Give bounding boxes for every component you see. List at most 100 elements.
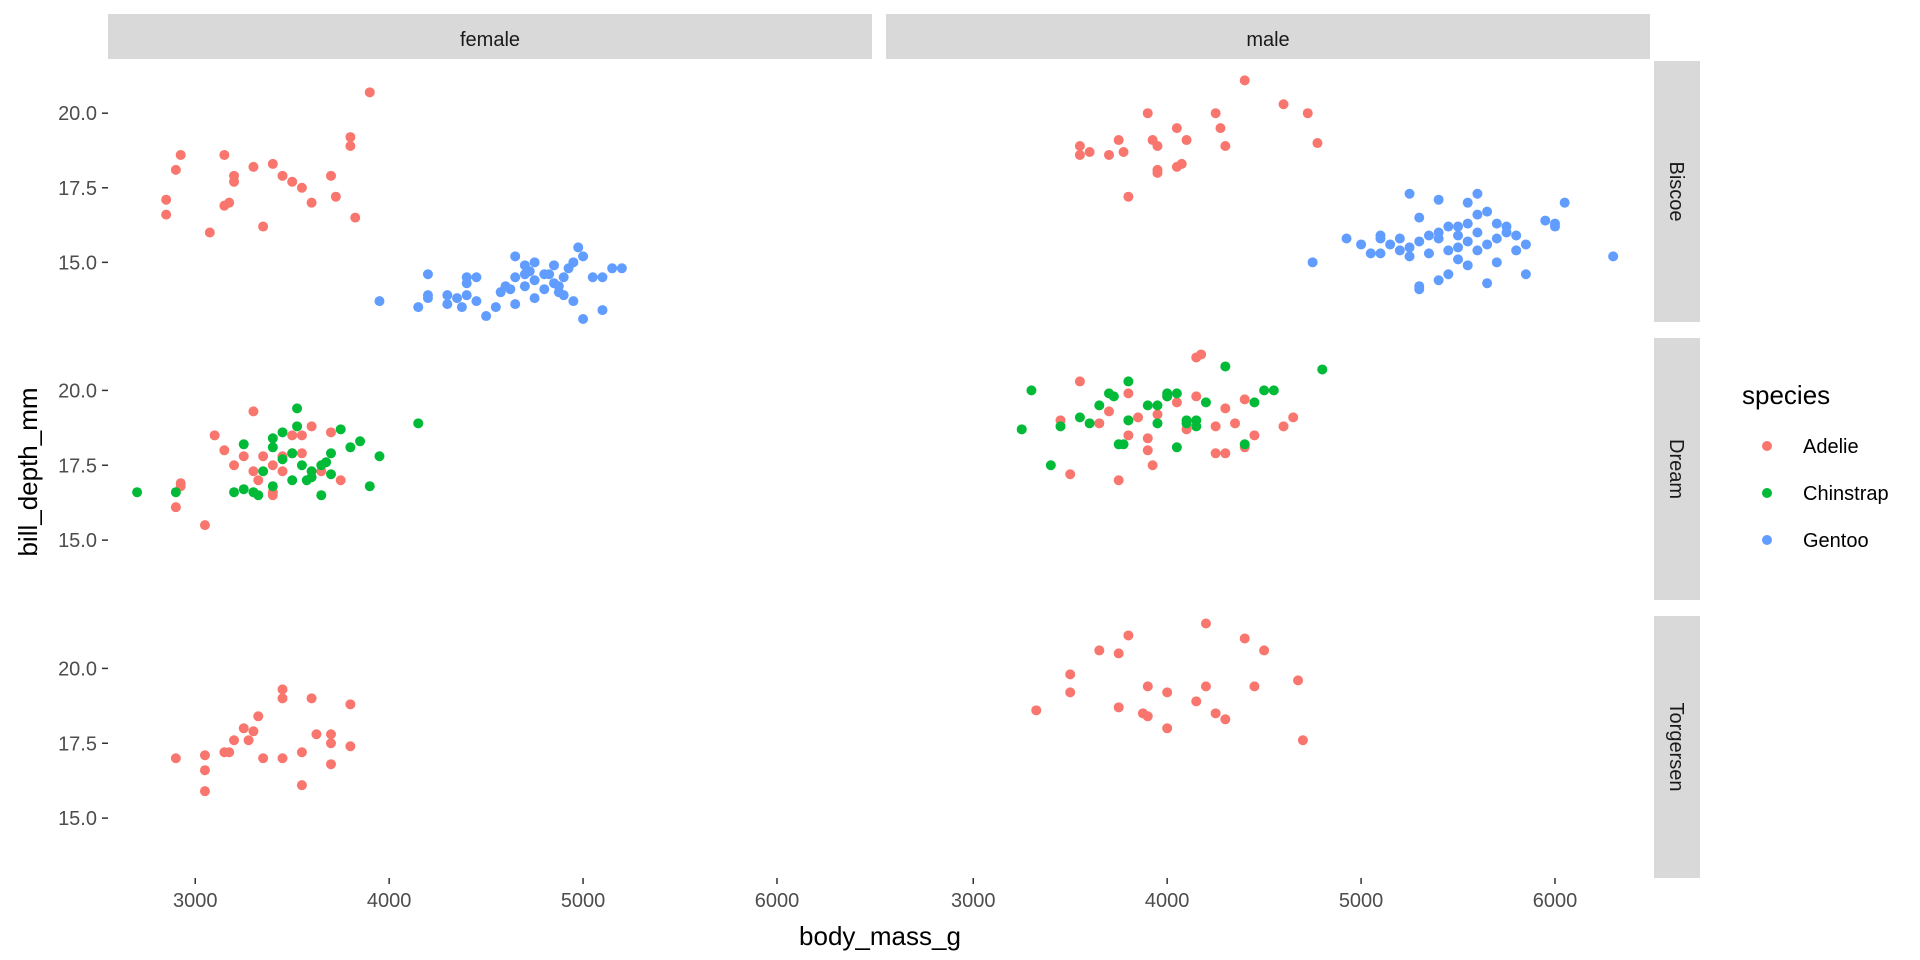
point-adelie bbox=[345, 699, 356, 710]
point-gentoo bbox=[1404, 242, 1415, 253]
point-adelie bbox=[219, 445, 230, 456]
point-chinstrap bbox=[229, 487, 240, 498]
x-tick-label: 3000 bbox=[173, 890, 218, 912]
point-adelie bbox=[1113, 475, 1124, 486]
x-tick-label: 6000 bbox=[1533, 890, 1578, 912]
point-chinstrap bbox=[1239, 439, 1250, 450]
point-gentoo bbox=[1482, 278, 1493, 289]
point-gentoo bbox=[587, 272, 598, 283]
point-adelie bbox=[248, 726, 259, 737]
point-adelie bbox=[1123, 388, 1134, 399]
point-adelie bbox=[296, 182, 307, 193]
point-gentoo bbox=[1462, 197, 1473, 208]
point-adelie bbox=[1312, 138, 1323, 149]
point-adelie bbox=[1239, 633, 1250, 644]
x-tick-label: 6000 bbox=[755, 890, 800, 912]
x-axis-title: body_mass_g bbox=[799, 921, 961, 951]
col-strip-label-female: female bbox=[460, 29, 520, 51]
point-chinstrap bbox=[1084, 418, 1095, 429]
point-adelie bbox=[170, 753, 181, 764]
point-chinstrap bbox=[1171, 388, 1182, 399]
point-gentoo bbox=[568, 296, 579, 307]
point-adelie bbox=[1171, 123, 1182, 134]
point-adelie bbox=[209, 430, 220, 441]
panel-female-biscoe bbox=[108, 61, 872, 322]
point-adelie bbox=[1196, 349, 1207, 360]
point-chinstrap bbox=[267, 433, 278, 444]
point-adelie bbox=[1118, 146, 1129, 157]
data-points bbox=[132, 75, 1619, 797]
point-chinstrap bbox=[1181, 418, 1192, 429]
point-gentoo bbox=[471, 296, 482, 307]
point-adelie bbox=[204, 227, 215, 238]
point-gentoo bbox=[510, 299, 521, 310]
point-gentoo bbox=[1414, 236, 1425, 247]
point-adelie bbox=[1074, 141, 1085, 152]
point-adelie bbox=[1065, 669, 1076, 680]
point-adelie bbox=[248, 466, 259, 477]
point-gentoo bbox=[1608, 251, 1619, 262]
point-gentoo bbox=[1482, 239, 1493, 250]
point-gentoo bbox=[442, 299, 453, 310]
point-adelie bbox=[161, 194, 172, 205]
point-adelie bbox=[1147, 460, 1158, 471]
point-gentoo bbox=[1394, 245, 1405, 256]
legend-key-adelie bbox=[1762, 441, 1772, 451]
point-chinstrap bbox=[277, 454, 288, 465]
point-chinstrap bbox=[1249, 397, 1260, 408]
point-chinstrap bbox=[413, 418, 424, 429]
point-gentoo bbox=[1462, 260, 1473, 271]
point-adelie bbox=[1210, 448, 1221, 459]
point-gentoo bbox=[1307, 257, 1318, 268]
point-gentoo bbox=[573, 242, 584, 253]
point-adelie bbox=[248, 161, 259, 172]
y-tick-label: 15.0 bbox=[58, 252, 97, 274]
point-gentoo bbox=[529, 293, 540, 304]
point-adelie bbox=[1293, 675, 1304, 686]
point-gentoo bbox=[548, 260, 559, 271]
col-strip-female bbox=[108, 14, 872, 59]
point-gentoo bbox=[1423, 230, 1434, 241]
point-chinstrap bbox=[1123, 415, 1134, 426]
y-tick-label: 17.5 bbox=[58, 178, 97, 200]
point-adelie bbox=[306, 693, 317, 704]
point-gentoo bbox=[510, 272, 521, 283]
point-adelie bbox=[1142, 433, 1153, 444]
point-adelie bbox=[296, 448, 307, 459]
point-adelie bbox=[1215, 123, 1226, 134]
point-gentoo bbox=[524, 266, 535, 277]
point-adelie bbox=[350, 212, 361, 223]
point-chinstrap bbox=[1152, 400, 1163, 411]
point-adelie bbox=[243, 735, 254, 746]
point-adelie bbox=[1065, 469, 1076, 480]
y-tick-label: 20.0 bbox=[58, 380, 97, 402]
x-tick-label: 3000 bbox=[951, 890, 996, 912]
point-adelie bbox=[1191, 391, 1202, 402]
point-chinstrap bbox=[1026, 385, 1037, 396]
point-adelie bbox=[224, 747, 235, 758]
point-gentoo bbox=[607, 263, 618, 274]
point-chinstrap bbox=[335, 424, 346, 435]
point-adelie bbox=[1288, 412, 1299, 423]
point-gentoo bbox=[481, 311, 492, 322]
point-chinstrap bbox=[1123, 376, 1134, 387]
point-adelie bbox=[1220, 448, 1231, 459]
point-gentoo bbox=[578, 314, 589, 325]
point-gentoo bbox=[616, 263, 627, 274]
point-gentoo bbox=[1433, 194, 1444, 205]
y-tick-label: 15.0 bbox=[58, 530, 97, 552]
point-chinstrap bbox=[355, 436, 366, 447]
point-gentoo bbox=[1462, 236, 1473, 247]
point-gentoo bbox=[490, 302, 501, 313]
point-adelie bbox=[1152, 409, 1163, 420]
y-tick-label: 15.0 bbox=[58, 808, 97, 830]
point-adelie bbox=[1084, 146, 1095, 157]
point-chinstrap bbox=[1094, 400, 1105, 411]
point-adelie bbox=[253, 475, 264, 486]
point-gentoo bbox=[1540, 215, 1551, 226]
row-strip-biscoe bbox=[1654, 61, 1700, 322]
point-gentoo bbox=[1462, 218, 1473, 229]
point-adelie bbox=[170, 164, 181, 175]
point-adelie bbox=[1162, 723, 1173, 734]
point-adelie bbox=[1278, 99, 1289, 110]
